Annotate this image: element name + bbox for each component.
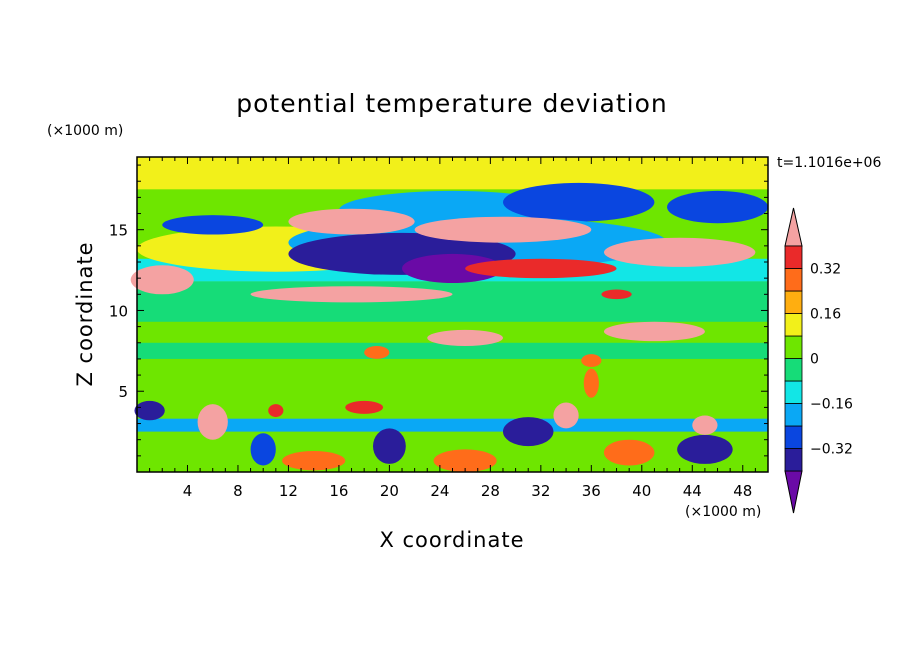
colorbar-segment — [784, 268, 803, 292]
field-blob-19 — [250, 286, 453, 303]
colorbar-extend-top — [784, 207, 803, 247]
field-band-4 — [137, 342, 768, 359]
x-unit-label: (×1000 m) — [685, 504, 761, 520]
x-axis-label: X coordinate — [379, 528, 524, 552]
colorbar-segment — [784, 403, 803, 427]
x-axis: 4 8 12 16 20 24 28 32 36 40 44 48 — [136, 157, 769, 500]
field-blob-27 — [372, 428, 406, 464]
heatmap-field — [130, 157, 769, 473]
x-tick-label: 40 — [632, 482, 651, 500]
colorbar-segment — [784, 313, 803, 337]
field-blob-20 — [603, 321, 705, 342]
x-tick-label: 36 — [582, 482, 601, 500]
field-blob-34 — [197, 404, 228, 440]
colorbar-label: −0.32 — [810, 442, 853, 458]
field-blob-26 — [134, 400, 165, 421]
x-tick-label: 12 — [279, 482, 298, 500]
field-band-25 — [137, 418, 768, 432]
field-blob-13 — [402, 253, 503, 283]
colorbar-extend-bottom — [784, 470, 803, 514]
field-blob-16 — [603, 237, 756, 267]
x-tick-label: 44 — [683, 482, 702, 500]
field-blob-37 — [345, 400, 384, 414]
colorbar-segment — [784, 380, 803, 404]
x-tick-label: 8 — [233, 482, 243, 500]
field-blob-30 — [250, 433, 276, 466]
field-blob-28 — [502, 417, 554, 447]
colorbar-segment — [784, 358, 803, 382]
colorbar-label: 0 — [810, 352, 819, 368]
y-tick-label: 10 — [109, 302, 128, 320]
colorbar-segment — [784, 448, 803, 472]
field-blob-23 — [364, 346, 390, 359]
field-blob-15 — [414, 216, 592, 243]
field-blob-10 — [162, 215, 264, 235]
chart-title: potential temperature deviation — [236, 89, 667, 118]
field-blob-39 — [583, 368, 599, 398]
field-band-5 — [137, 157, 768, 190]
field-blob-22 — [601, 289, 632, 300]
field-blob-31 — [282, 451, 346, 471]
field-blob-24 — [581, 354, 602, 367]
field-blob-36 — [692, 415, 718, 435]
y-axis: 5 10 15 — [109, 164, 768, 473]
field-blob-32 — [433, 449, 497, 473]
colorbar-segment — [784, 290, 803, 314]
field-blob-38 — [268, 404, 284, 418]
x-tick-label: 28 — [481, 482, 500, 500]
x-tick-label: 32 — [531, 482, 550, 500]
field-blob-18 — [465, 258, 617, 279]
x-tick-label: 48 — [733, 482, 752, 500]
field-blob-29 — [677, 434, 733, 464]
colorbar: 0.32 0.16 0 −0.16 −0.32 — [784, 207, 853, 514]
y-unit-label: (×1000 m) — [47, 123, 123, 139]
field-blob-17 — [130, 265, 194, 295]
field-band-2 — [137, 281, 768, 322]
time-label: t=1.1016e+06 — [777, 155, 881, 171]
field-blob-33 — [603, 439, 655, 466]
field-blob-14 — [288, 208, 415, 235]
x-tick-label: 16 — [329, 482, 348, 500]
y-tick-label: 5 — [118, 383, 128, 401]
x-tick-label: 24 — [430, 482, 449, 500]
x-tick-label: 4 — [183, 482, 193, 500]
x-tick-label: 20 — [380, 482, 399, 500]
field-blob-9 — [667, 190, 769, 224]
colorbar-segment — [784, 335, 803, 359]
field-blob-8 — [502, 182, 655, 222]
field-blob-21 — [427, 329, 503, 346]
colorbar-label: 0.16 — [810, 307, 841, 323]
y-tick-label: 15 — [109, 222, 128, 240]
colorbar-segment — [784, 425, 803, 449]
colorbar-label: 0.32 — [810, 262, 841, 278]
colorbar-segment — [784, 245, 803, 269]
field-blob-35 — [553, 402, 579, 429]
y-axis-label: Z coordinate — [73, 241, 97, 386]
colorbar-label: −0.16 — [810, 397, 853, 413]
